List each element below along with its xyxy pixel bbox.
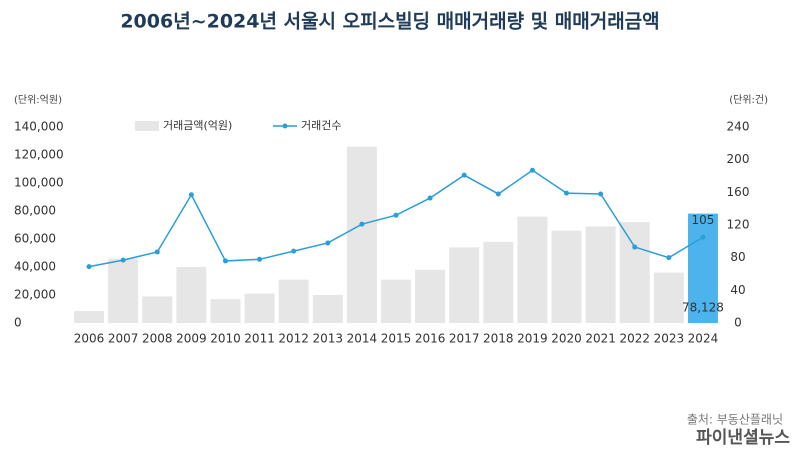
x-tick-label: 2010 <box>210 332 241 346</box>
x-tick-label: 2013 <box>313 332 344 346</box>
bar-value-label: 78,128 <box>682 301 724 315</box>
x-tick-label: 2019 <box>517 332 548 346</box>
line-value-label: 105 <box>691 213 714 227</box>
y2-tick-label: 240 <box>727 120 750 134</box>
x-tick-label: 2015 <box>381 332 412 346</box>
legend-marker <box>282 123 288 129</box>
bar <box>517 216 548 323</box>
y2-unit-label: (단위:건) <box>729 93 768 106</box>
bar <box>449 247 480 323</box>
x-tick-label: 2024 <box>688 332 719 346</box>
bar <box>74 311 105 323</box>
y-tick-label: 80,000 <box>14 204 56 218</box>
y2-tick-label: 0 <box>734 316 742 330</box>
bar <box>653 272 684 323</box>
line-marker <box>598 191 604 197</box>
y-tick-label: 0 <box>14 316 22 330</box>
y-tick-label: 120,000 <box>14 148 64 162</box>
y-unit-label: (단위:억원) <box>14 93 62 106</box>
x-tick-label: 2008 <box>142 332 173 346</box>
bar <box>210 299 241 323</box>
bar <box>346 146 377 323</box>
y2-tick-label: 160 <box>727 185 750 199</box>
y-tick-label: 20,000 <box>14 288 56 302</box>
line-marker <box>222 258 228 264</box>
bar <box>381 279 411 323</box>
source: 출처: 부동산플래닛 <box>687 413 783 427</box>
line-marker <box>666 255 672 261</box>
line-marker <box>359 221 365 227</box>
line-marker <box>154 249 160 255</box>
bar <box>551 230 582 323</box>
bar <box>619 222 650 323</box>
bar <box>108 258 139 323</box>
line-marker <box>700 234 706 240</box>
bar <box>483 241 514 323</box>
bar <box>312 295 343 323</box>
line-marker <box>632 244 638 250</box>
x-tick-label: 2017 <box>449 332 480 346</box>
bar <box>244 293 275 323</box>
watermark: 파이낸셜뉴스 <box>696 428 790 448</box>
legend-label: 거래건수 <box>301 119 341 132</box>
x-tick-label: 2022 <box>619 332 650 346</box>
bar <box>687 213 718 323</box>
x-tick-label: 2012 <box>278 332 309 346</box>
bar <box>176 267 207 323</box>
y2-tick-label: 200 <box>727 152 750 166</box>
line-marker <box>495 191 501 197</box>
line-marker <box>291 248 297 254</box>
y2-tick-label: 40 <box>730 283 745 297</box>
line-marker <box>461 172 467 178</box>
y-tick-label: 60,000 <box>14 232 56 246</box>
y-tick-label: 140,000 <box>14 120 64 134</box>
y-tick-label: 40,000 <box>14 260 56 274</box>
x-tick-label: 2011 <box>244 332 275 346</box>
x-tick-label: 2014 <box>347 332 378 346</box>
x-tick-label: 2018 <box>483 332 514 346</box>
line-marker <box>257 256 263 262</box>
line-marker <box>120 257 126 263</box>
line-marker <box>188 192 194 198</box>
x-tick-label: 2006 <box>74 332 105 346</box>
line-marker <box>325 240 331 246</box>
bar <box>142 296 173 323</box>
line-marker <box>86 264 92 270</box>
bar <box>585 226 616 323</box>
line-marker <box>564 190 570 196</box>
legend-label: 거래금액(억원) <box>163 119 232 132</box>
bar <box>278 279 309 323</box>
x-tick-label: 2021 <box>585 332 616 346</box>
y-tick-label: 100,000 <box>14 176 64 190</box>
line-marker <box>393 212 399 218</box>
chart-title: 2006년~2024년 서울시 오피스빌딩 매매거래량 및 매매거래금액 <box>120 11 659 33</box>
legend-swatch <box>135 121 159 131</box>
x-tick-label: 2009 <box>176 332 207 346</box>
line-marker <box>529 167 535 173</box>
y2-tick-label: 120 <box>727 218 750 232</box>
x-tick-label: 2020 <box>551 332 582 346</box>
y2-tick-label: 80 <box>730 250 745 264</box>
x-tick-label: 2016 <box>415 332 446 346</box>
x-tick-label: 2023 <box>654 332 685 346</box>
x-tick-label: 2007 <box>108 332 139 346</box>
bar <box>415 269 446 323</box>
line-marker <box>427 195 433 201</box>
